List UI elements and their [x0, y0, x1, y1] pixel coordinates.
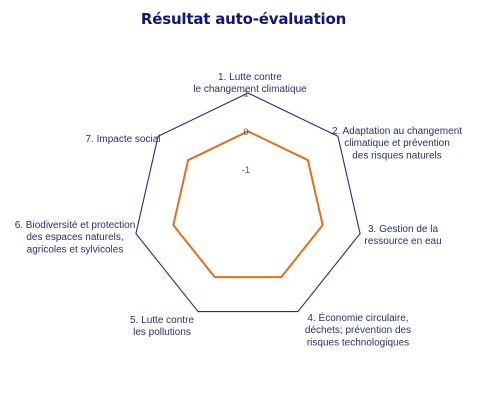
radar-frame	[135, 92, 361, 313]
axis-label: 1. Lutte contre le changement climatique	[193, 72, 307, 95]
axis-label: 7. Impacte social	[85, 134, 160, 145]
tick-label: 0	[243, 127, 248, 138]
axis-label: 6. Biodiversité et protection des espaces…	[15, 220, 136, 255]
axis-label: 3. Gestion de la ressource en eau	[364, 224, 441, 247]
tick-label: 1	[243, 89, 248, 100]
tick-label: -1	[242, 165, 250, 176]
axis-label: 4. Économie circulaire, déchets; préventi…	[305, 311, 411, 348]
series-line	[172, 130, 324, 279]
axis-label: 2. Adaptation au changement climatique et…	[332, 126, 462, 161]
axis-label: 5. Lutte contre les pollutions	[130, 315, 194, 338]
chart-title: Résultat auto-évaluation	[140, 10, 347, 28]
